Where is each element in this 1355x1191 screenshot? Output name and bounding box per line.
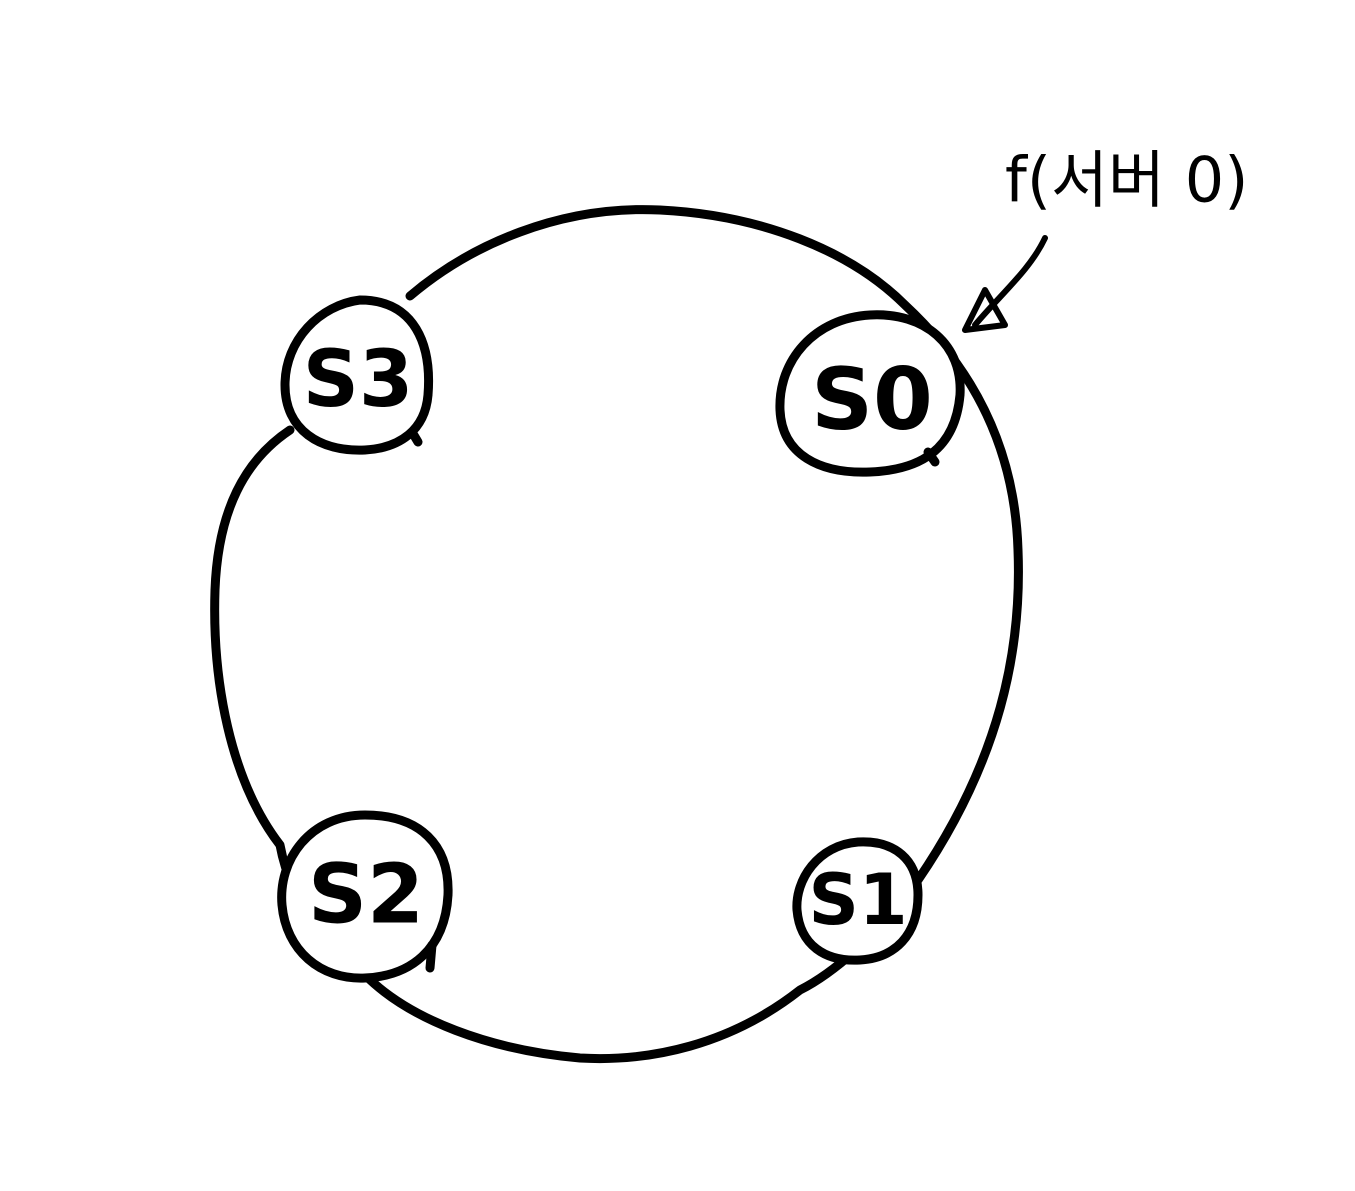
server-node-s1: S1 <box>792 837 923 965</box>
annotation-label: f(서버 0) <box>1005 144 1248 217</box>
server-node-s0: S0 <box>775 310 965 477</box>
server-label-s1: S1 <box>808 859 907 941</box>
annotation-arrow <box>962 235 1048 333</box>
server-node-s3: S3 <box>280 295 434 455</box>
server-label-s0: S0 <box>811 350 933 450</box>
hash-ring <box>210 205 1023 1063</box>
server-node-s2: S2 <box>277 810 453 983</box>
server-label-s3: S3 <box>303 335 413 425</box>
server-label-s2: S2 <box>308 848 424 943</box>
